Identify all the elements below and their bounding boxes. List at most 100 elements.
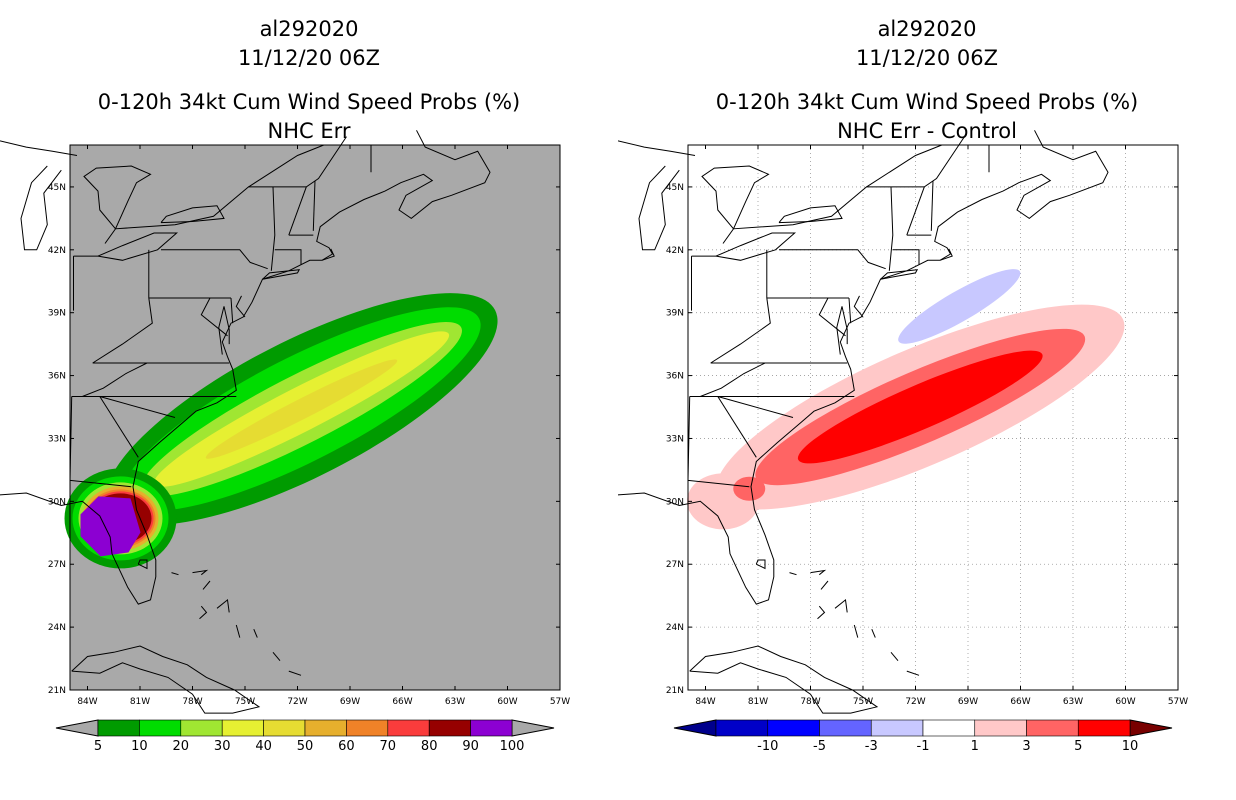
y-tick-label: 39N xyxy=(48,309,66,319)
y-tick-label: 21N xyxy=(48,686,66,696)
state-boundary xyxy=(230,297,234,324)
x-tick-label: 72W xyxy=(905,697,925,707)
bahamas-island xyxy=(810,569,827,576)
y-tick-label: 42N xyxy=(666,246,684,256)
lake-superior xyxy=(0,140,78,156)
x-tick-label: 66W xyxy=(392,697,412,707)
bahamas-island xyxy=(820,580,829,590)
storm-id: al292020 xyxy=(877,17,977,41)
datetime: 11/12/20 06Z xyxy=(237,46,381,70)
state-boundary xyxy=(906,186,925,236)
cuba xyxy=(689,645,879,714)
y-tick-label: 45N xyxy=(666,183,684,193)
coastline xyxy=(0,130,491,605)
y-tick-label: 30N xyxy=(48,497,66,507)
probability-map: 84W 81W 78W 75W 72W 69W 66W 63W 60W 57W 21N 24N 27N 3… xyxy=(0,130,570,754)
difference-positive-band xyxy=(733,476,766,501)
lake-erie xyxy=(97,232,179,261)
colorbar-label: 5 xyxy=(94,739,102,754)
state-boundary xyxy=(161,249,268,270)
colorbar-bin xyxy=(870,719,924,737)
state-boundary xyxy=(888,186,894,271)
bahamas-island xyxy=(171,572,179,576)
chesapeake-bay xyxy=(218,306,230,355)
lake-okeechobee xyxy=(137,559,148,570)
colorbar-label: -1 xyxy=(917,739,930,754)
right-panel: al292020 11/12/20 06Z 0-120h 34kt Cum Wi… xyxy=(618,0,1236,800)
colorbar-bin xyxy=(387,719,430,737)
colorbar-bin xyxy=(922,719,976,737)
state-boundary xyxy=(892,249,920,265)
colorbar-label: 40 xyxy=(255,739,272,754)
cape-cod xyxy=(321,248,335,261)
bahamas-island xyxy=(192,569,209,576)
delaware-bay xyxy=(853,295,864,318)
y-tick-label: 39N xyxy=(666,309,684,319)
x-tick-label: 78W xyxy=(182,697,202,707)
y-tick-label: 24N xyxy=(666,623,684,633)
state-boundary xyxy=(99,396,139,458)
probability-contours xyxy=(64,293,498,569)
map-outlines xyxy=(618,130,1109,714)
bahamas-island xyxy=(890,651,899,662)
lake-michigan xyxy=(20,165,62,251)
x-tick-label: 63W xyxy=(445,697,465,707)
state-boundary xyxy=(700,362,766,397)
colorbar-bin xyxy=(97,719,140,737)
probability-band-40 xyxy=(205,359,398,459)
lake-michigan xyxy=(638,165,680,251)
colorbar-label: 80 xyxy=(421,739,438,754)
state-boundary xyxy=(92,297,153,364)
st-lawrence xyxy=(248,144,324,188)
chart-subtitle: NHC Err xyxy=(267,119,351,143)
state-boundary xyxy=(818,297,846,337)
storm-id: al292020 xyxy=(259,17,359,41)
st-lawrence xyxy=(866,144,942,188)
y-tick-label: 33N xyxy=(666,434,684,444)
lake-huron xyxy=(83,165,152,230)
lake-huron xyxy=(701,165,770,230)
map-frame xyxy=(687,144,1179,691)
x-tick-label: 75W xyxy=(235,697,255,707)
lake-ontario xyxy=(160,205,225,224)
colorbar-bin xyxy=(470,719,513,737)
x-tick-label: 66W xyxy=(1010,697,1030,707)
colorbar-bin xyxy=(139,719,182,737)
colorbar-label: 30 xyxy=(214,739,231,754)
x-tick-label: 57W xyxy=(1168,697,1188,707)
state-boundary xyxy=(710,297,771,364)
y-tick-label: 45N xyxy=(48,183,66,193)
bahamas-island xyxy=(253,629,258,638)
state-boundary xyxy=(687,479,750,488)
x-tick-label: 84W xyxy=(695,697,715,707)
y-tick-label: 27N xyxy=(666,560,684,570)
left-panel: al292020 11/12/20 06Z 0-120h 34kt Cum Wi… xyxy=(0,17,570,754)
state-boundary xyxy=(848,297,852,324)
colorbar-bin xyxy=(767,719,820,737)
colorbar-bin xyxy=(819,719,872,737)
colorbar: -10 -5 -3 -1 1 3 5 10 xyxy=(673,719,1173,754)
colorbar-bin xyxy=(974,719,1027,737)
colorbar-bin xyxy=(263,719,306,737)
long-island xyxy=(262,269,301,280)
colorbar-label: 5 xyxy=(1074,739,1082,754)
bahamas-island xyxy=(871,629,876,638)
y-tick-label: 30N xyxy=(666,497,684,507)
x-tick-label: 57W xyxy=(550,697,570,707)
state-boundary xyxy=(69,479,132,488)
lake-superior xyxy=(618,140,696,156)
colorbar-label: 100 xyxy=(500,739,525,754)
colorbar-label: 90 xyxy=(462,739,479,754)
chart-title: 0-120h 34kt Cum Wind Speed Probs (%) xyxy=(715,90,1139,114)
cuba xyxy=(71,645,261,714)
x-tick-label: 72W xyxy=(287,697,307,707)
colorbar-label: 70 xyxy=(380,739,397,754)
chart-title: 0-120h 34kt Cum Wind Speed Probs (%) xyxy=(97,90,521,114)
coastline xyxy=(618,130,1109,605)
y-tick-label: 36N xyxy=(666,372,684,382)
y-tick-label: 24N xyxy=(48,623,66,633)
bahamas-island xyxy=(789,572,797,576)
colorbar-label: 10 xyxy=(1122,739,1139,754)
state-boundary xyxy=(930,180,934,231)
colorbar-bin xyxy=(180,719,223,737)
